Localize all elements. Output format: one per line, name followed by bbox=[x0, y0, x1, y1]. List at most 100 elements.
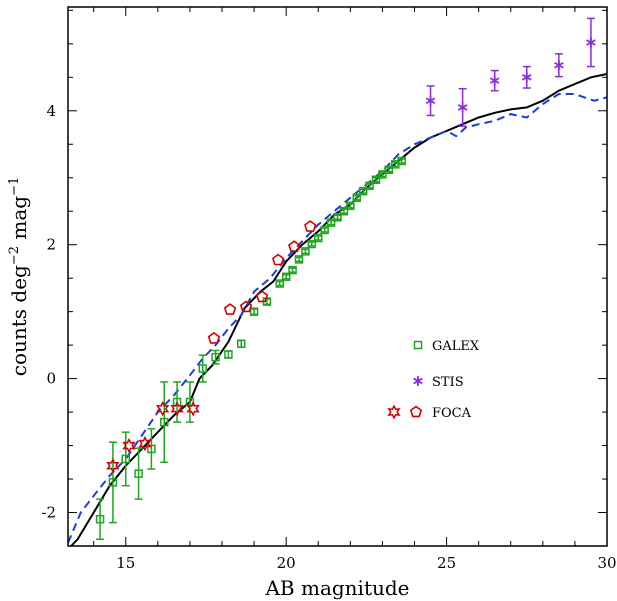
galex-marker bbox=[275, 279, 284, 288]
foca-star-marker bbox=[106, 458, 120, 474]
stis-marker-stroke bbox=[489, 77, 500, 84]
legend-label-foca: FOCA bbox=[432, 406, 472, 421]
x-tick-label: 20 bbox=[277, 554, 296, 572]
galex-marker bbox=[358, 186, 368, 196]
plot-frame bbox=[67, 6, 608, 547]
galex-marker bbox=[288, 265, 297, 275]
error-bar bbox=[198, 354, 207, 383]
y-axis-label-mid: mag bbox=[7, 196, 31, 246]
galex-marker bbox=[333, 212, 342, 222]
foca-star-marker bbox=[122, 437, 136, 454]
y-tick-label: 2 bbox=[46, 236, 56, 254]
galex-marker bbox=[134, 469, 143, 478]
stis-marker bbox=[489, 75, 500, 86]
y-axis-label-sup2: −1 bbox=[7, 177, 22, 196]
galex-marker bbox=[172, 397, 182, 407]
tick-labels: 15 20 25 30 -2 0 2 4 bbox=[41, 102, 616, 572]
galex-marker bbox=[108, 478, 118, 487]
stis-marker-stroke bbox=[586, 39, 596, 46]
galex-marker bbox=[397, 156, 406, 166]
foca-pentagon-marker bbox=[207, 331, 221, 344]
galex-marker bbox=[211, 352, 220, 362]
error-bar bbox=[147, 428, 156, 470]
stis-marker-stroke bbox=[413, 377, 423, 385]
foca-pentagon-marker bbox=[255, 290, 269, 303]
foca-pentagon-marker bbox=[271, 253, 285, 266]
galex-marker bbox=[224, 350, 233, 359]
x-axis-label: AB magnitude bbox=[264, 576, 409, 600]
galex-marker bbox=[307, 239, 317, 249]
galex-marker bbox=[320, 225, 329, 235]
galex-marker bbox=[147, 444, 156, 454]
y-axis-label: counts deg−2 mag−1 bbox=[7, 177, 31, 377]
galex-marker bbox=[346, 201, 355, 211]
foca-pentagon-marker bbox=[288, 240, 301, 252]
galex-marker bbox=[121, 454, 130, 464]
galex-marker bbox=[281, 272, 291, 282]
galex-marker bbox=[378, 170, 387, 179]
error-bar bbox=[96, 498, 105, 541]
axis-ticks bbox=[68, 7, 608, 547]
stis-marker bbox=[586, 37, 596, 48]
foca-star-marker bbox=[170, 400, 184, 417]
legend: GALEX STIS FOCA bbox=[387, 339, 480, 421]
error-bar bbox=[352, 195, 361, 201]
error-bar bbox=[282, 274, 291, 280]
error-bar bbox=[121, 431, 130, 487]
galex-marker bbox=[384, 165, 394, 174]
foca-star-marker bbox=[186, 400, 200, 417]
data-points bbox=[95, 37, 596, 524]
x-tick-label: 15 bbox=[116, 554, 135, 572]
stis-marker-stroke bbox=[554, 61, 564, 69]
legend-label-galex: GALEX bbox=[432, 339, 480, 354]
error-bar bbox=[275, 280, 284, 287]
error-bar bbox=[250, 308, 259, 316]
error-bar bbox=[295, 256, 303, 263]
stis-marker bbox=[554, 60, 564, 71]
galex-marker bbox=[339, 206, 349, 216]
foca-pentagon-marker bbox=[409, 405, 423, 418]
error-bar bbox=[211, 349, 220, 365]
error-bar bbox=[134, 447, 143, 500]
galex-marker bbox=[294, 255, 304, 264]
legend-label-stis: STIS bbox=[432, 375, 464, 390]
stis-marker-stroke bbox=[457, 104, 468, 111]
foca-pentagon-marker bbox=[239, 300, 253, 313]
error-bar bbox=[160, 381, 169, 464]
galex-marker bbox=[249, 307, 259, 316]
stis-marker bbox=[457, 102, 468, 113]
y-tick-label: 4 bbox=[46, 102, 56, 120]
stis-marker bbox=[413, 376, 423, 386]
galex-marker bbox=[326, 218, 336, 227]
foca-star-marker bbox=[155, 400, 170, 417]
galex-marker bbox=[352, 193, 361, 203]
stis-marker-stroke bbox=[522, 74, 532, 81]
galex-marker bbox=[301, 247, 310, 256]
model-curve-dashed bbox=[68, 93, 607, 544]
error-bar bbox=[288, 267, 297, 273]
stis-marker-stroke bbox=[425, 97, 436, 105]
x-tick-label: 30 bbox=[597, 554, 616, 572]
stis-marker bbox=[425, 95, 436, 106]
stis-marker bbox=[522, 72, 532, 83]
galex-marker bbox=[160, 417, 169, 427]
error-bar bbox=[320, 227, 329, 233]
y-tick-label: -2 bbox=[41, 504, 56, 522]
galex-marker bbox=[314, 233, 323, 243]
y-axis-label-sup1: −2 bbox=[7, 246, 22, 265]
error-bar bbox=[108, 441, 117, 524]
model-curve-solid bbox=[69, 73, 607, 546]
galex-marker bbox=[198, 364, 207, 373]
foca-pentagon-marker bbox=[223, 303, 237, 315]
y-axis-label-main: counts deg bbox=[7, 265, 31, 376]
galex-marker bbox=[365, 181, 374, 191]
error-bars bbox=[96, 17, 595, 541]
foca-star-marker bbox=[138, 435, 152, 452]
error-bar bbox=[185, 381, 194, 423]
galex-marker bbox=[413, 340, 423, 350]
foca-pentagon-marker bbox=[304, 220, 317, 232]
foca-star-marker bbox=[387, 404, 401, 420]
galex-marker bbox=[371, 175, 381, 184]
error-bar bbox=[301, 248, 310, 255]
